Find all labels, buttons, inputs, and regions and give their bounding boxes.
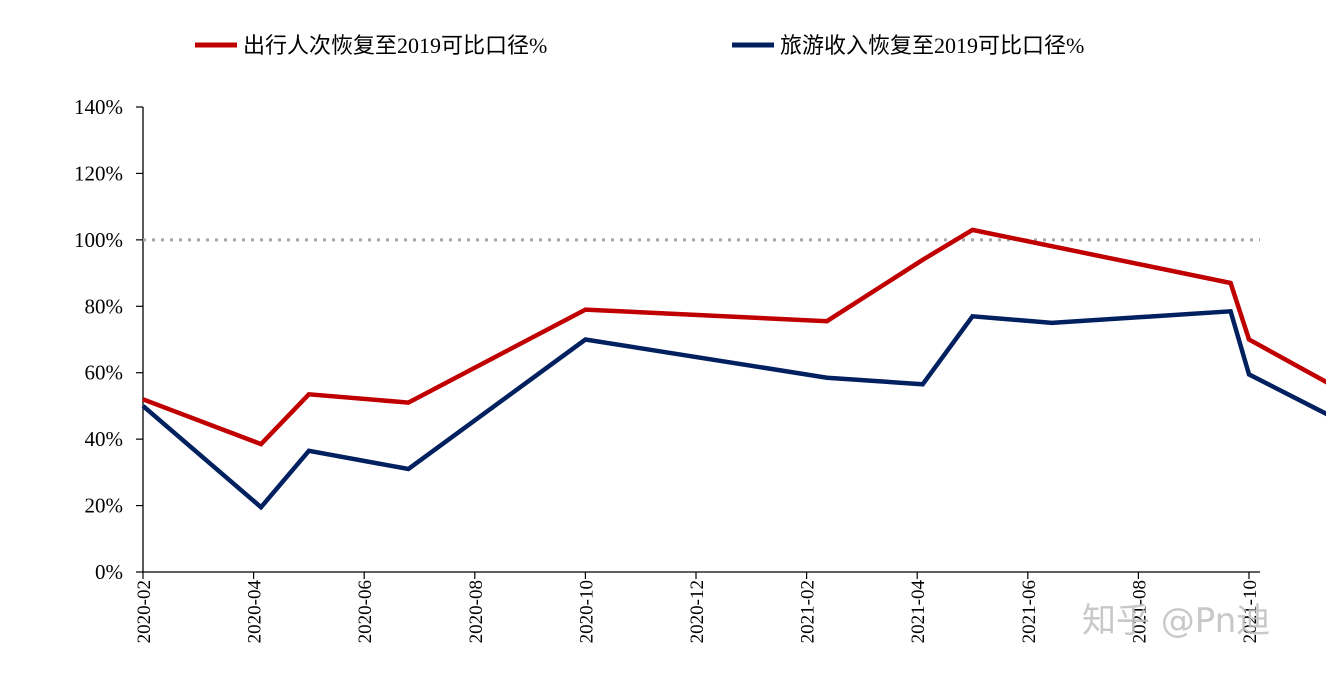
x-tick-label: 2021-04 xyxy=(908,580,929,644)
y-tick-label: 80% xyxy=(85,294,124,318)
x-tick-label: 2021-02 xyxy=(798,580,819,643)
y-tick-label: 140% xyxy=(74,95,123,119)
x-tick-label: 2020-06 xyxy=(355,580,376,643)
x-tick-label: 2020-10 xyxy=(576,580,597,643)
legend-label-revenue: 旅游收入恢复至2019可比口径% xyxy=(780,33,1084,58)
x-tick-label: 2021-10 xyxy=(1240,580,1261,643)
series-line-trips xyxy=(142,227,1326,447)
x-axis: 2020-02 2020-04 2020-06 2020-08 2020-10 2020-… xyxy=(134,571,1261,644)
x-tick-label: 2020-08 xyxy=(466,580,487,643)
y-tick-label: 20% xyxy=(85,494,124,518)
x-tick-label: 2020-12 xyxy=(687,580,708,643)
x-tick-label: 2021-08 xyxy=(1129,580,1150,643)
legend-label-trips: 出行人次恢复至2019可比口径% xyxy=(243,33,547,58)
x-tick-label: 2020-02 xyxy=(134,580,155,643)
y-tick-label: 60% xyxy=(85,361,124,385)
legend: 出行人次恢复至2019可比口径% 旅游收入恢复至2019可比口径% xyxy=(195,33,1084,58)
x-tick-label: 2021-06 xyxy=(1019,580,1040,643)
y-tick-label: 0% xyxy=(95,560,123,584)
watermark: 知乎 @Pn迪 xyxy=(1082,601,1270,641)
x-tick-label: 2020-04 xyxy=(245,580,266,644)
series-lines xyxy=(141,227,1326,511)
y-tick-label: 120% xyxy=(74,161,123,185)
y-tick-label: 40% xyxy=(85,427,124,451)
y-axis: 0% 20% 40% 60% 80% 100% 120% 140% xyxy=(74,95,144,584)
series-line-revenue xyxy=(141,308,1326,511)
y-tick-label: 100% xyxy=(74,228,123,252)
